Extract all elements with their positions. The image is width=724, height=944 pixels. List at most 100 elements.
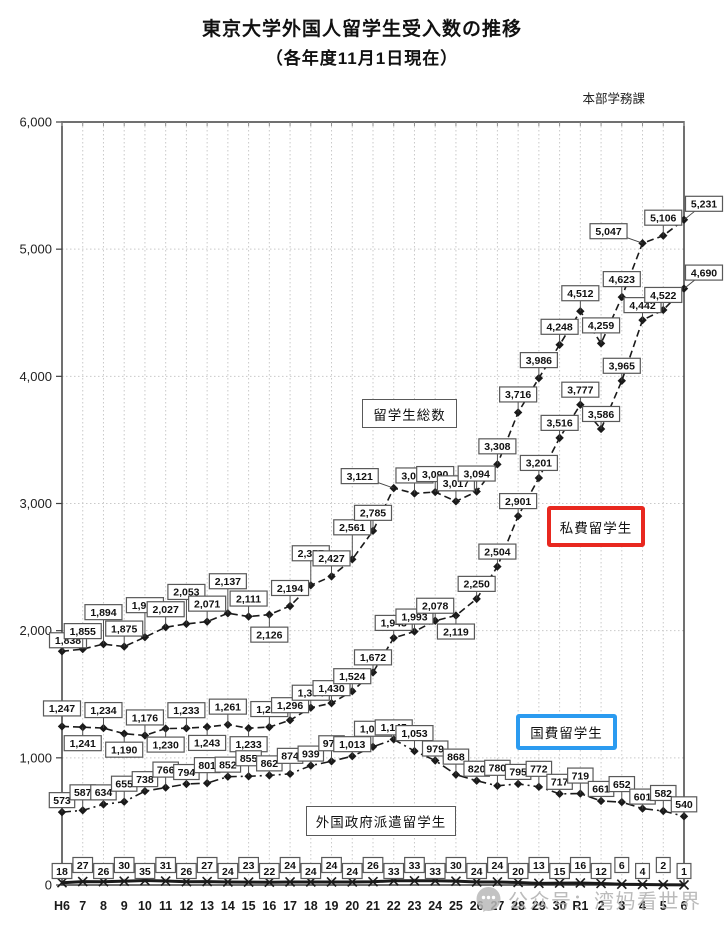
point-label-box: [507, 862, 529, 880]
x-axis-tick-label: 10: [138, 899, 152, 913]
point-label-box: [146, 736, 185, 753]
point-label-value: 35: [139, 866, 151, 878]
x-axis-tick-label: 18: [304, 899, 318, 913]
x-axis-tick-label: 8: [100, 899, 107, 913]
data-point-marker: [555, 789, 564, 799]
data-point-marker: [616, 879, 627, 890]
point-label-box: [499, 492, 538, 510]
point-label-value: 1,430: [318, 683, 344, 695]
point-label-box: [684, 264, 724, 281]
data-point-marker: [617, 292, 626, 302]
x-axis-tick-label: 2: [598, 899, 605, 913]
legend-box-foreign-gov-students: 外国政府派遣留学生: [306, 806, 456, 836]
legend-box-government-students: 国費留学生: [516, 714, 617, 750]
point-label-box: [208, 573, 247, 590]
point-label-value: 33: [388, 866, 400, 878]
x-axis-tick-label: 13: [200, 899, 214, 913]
x-axis-tick-label: 22: [387, 899, 401, 913]
point-label-value: 652: [613, 779, 631, 791]
point-label-value: 16: [574, 860, 586, 872]
data-point-marker: [389, 483, 398, 493]
point-label-box: [561, 285, 600, 302]
data-point-marker: [555, 433, 564, 443]
data-point-marker: [533, 878, 544, 889]
point-label-box: [333, 736, 372, 753]
x-axis-tick-label: 6: [681, 899, 688, 913]
legend-box-private-students: 私費留学生: [547, 506, 645, 547]
point-label-box: [321, 856, 342, 874]
point-label-box: [602, 357, 641, 374]
point-label-value: 5,047: [595, 226, 621, 238]
x-axis-tick-label: 30: [553, 899, 567, 913]
point-label-box: [105, 741, 144, 758]
data-point-marker: [410, 489, 419, 498]
legend-label-foreign-gov-students: 外国政府派遣留学生: [315, 815, 447, 830]
point-label-value: 30: [118, 860, 130, 872]
point-label-value: 1,296: [277, 700, 303, 712]
point-label-box: [528, 856, 550, 874]
data-point-marker: [119, 876, 130, 887]
point-label-box: [146, 601, 185, 618]
series-labels-private: 1,247 1,241 1,234 1,190 1,176 1,230 1,233 1,243…: [42, 264, 724, 758]
wechat-icon: [476, 887, 501, 912]
point-label-value: 540: [675, 799, 693, 811]
point-label-value: 1,233: [173, 705, 199, 717]
point-label-value: 26: [181, 866, 193, 878]
point-label-value: 655: [115, 779, 133, 791]
page-subtitle: （各年度11月1日現在）: [265, 49, 459, 68]
point-label-box: [63, 623, 102, 640]
point-label-value: 4,248: [546, 322, 572, 334]
point-label-box: [635, 862, 651, 880]
data-point-marker: [160, 875, 171, 887]
point-label-box: [670, 796, 698, 813]
x-axis-tick-label: 14: [221, 899, 235, 913]
point-label-box: [250, 626, 289, 643]
point-label-box: [353, 504, 393, 521]
y-axis-tick-label: 5,000: [19, 242, 52, 257]
point-label-value: 719: [572, 770, 590, 782]
point-label-value: 1,855: [70, 626, 96, 638]
point-label-value: 22: [263, 866, 275, 878]
point-label-value: 20: [512, 866, 524, 878]
point-label-value: 820: [468, 764, 486, 776]
point-label-box: [188, 734, 227, 752]
point-label-value: 1,013: [339, 739, 365, 751]
point-label-value: 2,194: [277, 583, 303, 595]
point-label-value: 24: [222, 866, 234, 878]
point-label-box: [333, 668, 372, 685]
series-line-total: [57, 215, 689, 656]
point-label-value: 24: [492, 860, 504, 872]
point-label-box: [93, 862, 114, 880]
point-label-value: 33: [429, 866, 441, 878]
point-label-value: 1,894: [90, 607, 116, 619]
x-axis-tick-label: R1: [572, 899, 588, 913]
point-label-box: [270, 579, 310, 597]
point-label-box: [258, 862, 280, 880]
data-point-marker: [77, 876, 88, 887]
point-label-value: 2,071: [194, 598, 220, 610]
point-label-box: [519, 454, 558, 472]
series-labels-foreign-gov: 18 27 26 30 35 31 26 27 24 23 22 24 24 24 24 26 33 33 33 30…: [51, 856, 692, 880]
point-label-value: 33: [409, 860, 421, 872]
point-label-value: 601: [634, 791, 652, 803]
point-label-box: [341, 862, 363, 880]
series-labels-total: 1,8381,8551,8941,8751,9492,0272,0532,071…: [48, 195, 724, 652]
x-axis-tick-label: 25: [449, 899, 463, 913]
point-label-value: 1,241: [70, 738, 96, 750]
point-label-value: 772: [530, 764, 548, 776]
point-label-value: 573: [53, 795, 71, 807]
point-label-value: 4: [640, 866, 646, 878]
data-point-marker: [596, 878, 607, 889]
point-label-value: 862: [261, 758, 279, 770]
point-label-box: [540, 318, 579, 335]
point-label-value: 27: [77, 860, 89, 872]
point-label-value: 5,231: [691, 199, 717, 211]
point-label-value: 766: [157, 764, 175, 776]
point-label-value: 587: [74, 787, 92, 799]
x-axis-tick-label: 29: [532, 899, 546, 913]
point-label-value: 5,106: [650, 212, 676, 224]
watermark-text: 公众号：湾妈看世界: [508, 891, 702, 913]
point-label-value: 855: [240, 753, 258, 765]
point-label-box: [270, 697, 310, 714]
point-label-value: 852: [219, 759, 237, 771]
